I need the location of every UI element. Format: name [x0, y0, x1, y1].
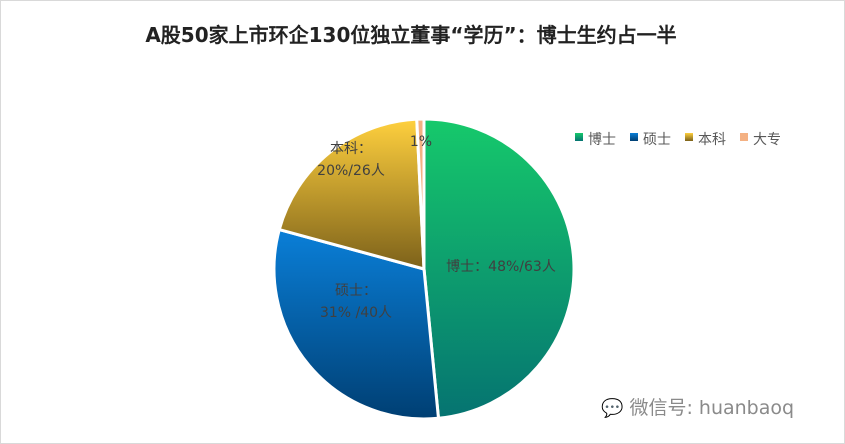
pie-slice-博士 — [422, 117, 576, 420]
data-label: 20%/26人 — [317, 163, 385, 179]
watermark-text: 微信号: huanbaoq — [629, 397, 795, 419]
legend-label: 硕士 — [643, 132, 671, 148]
chart-title: A股50家上市环企130位独立董事“学历”：博士生约占一半 — [145, 23, 677, 47]
pie-slice-硕士 — [272, 227, 441, 421]
legend-label: 本科 — [698, 132, 726, 148]
data-label: 本科： — [330, 141, 372, 157]
legend-swatch — [740, 133, 748, 141]
wechat-icon: 💬 — [601, 398, 624, 419]
pie-slice-大专 — [415, 117, 426, 270]
watermark: 💬 微信号: huanbaoq — [601, 393, 794, 420]
legend-label: 博士 — [588, 131, 616, 148]
data-label: 博士：48%/63人 — [446, 258, 556, 275]
data-label: 硕士： — [335, 283, 377, 299]
legend-label: 大专 — [753, 132, 781, 148]
data-label: 31% /40人 — [320, 305, 392, 321]
legend-swatch — [630, 133, 638, 141]
data-label: 1% — [410, 134, 432, 150]
legend-swatch — [575, 133, 583, 141]
legend-swatch — [685, 133, 693, 141]
pie-slice-本科 — [277, 117, 426, 271]
